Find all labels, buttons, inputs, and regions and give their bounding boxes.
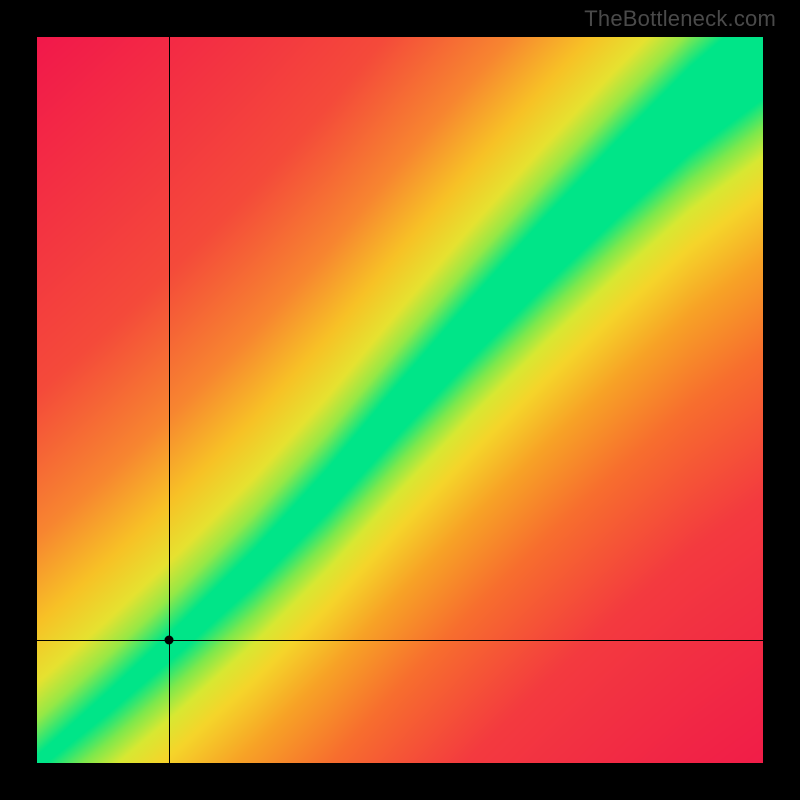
- crosshair-vertical: [169, 37, 170, 763]
- bottleneck-heatmap: [37, 37, 763, 763]
- crosshair-horizontal: [37, 640, 763, 641]
- crosshair-marker: [165, 635, 174, 644]
- watermark-text: TheBottleneck.com: [584, 6, 776, 32]
